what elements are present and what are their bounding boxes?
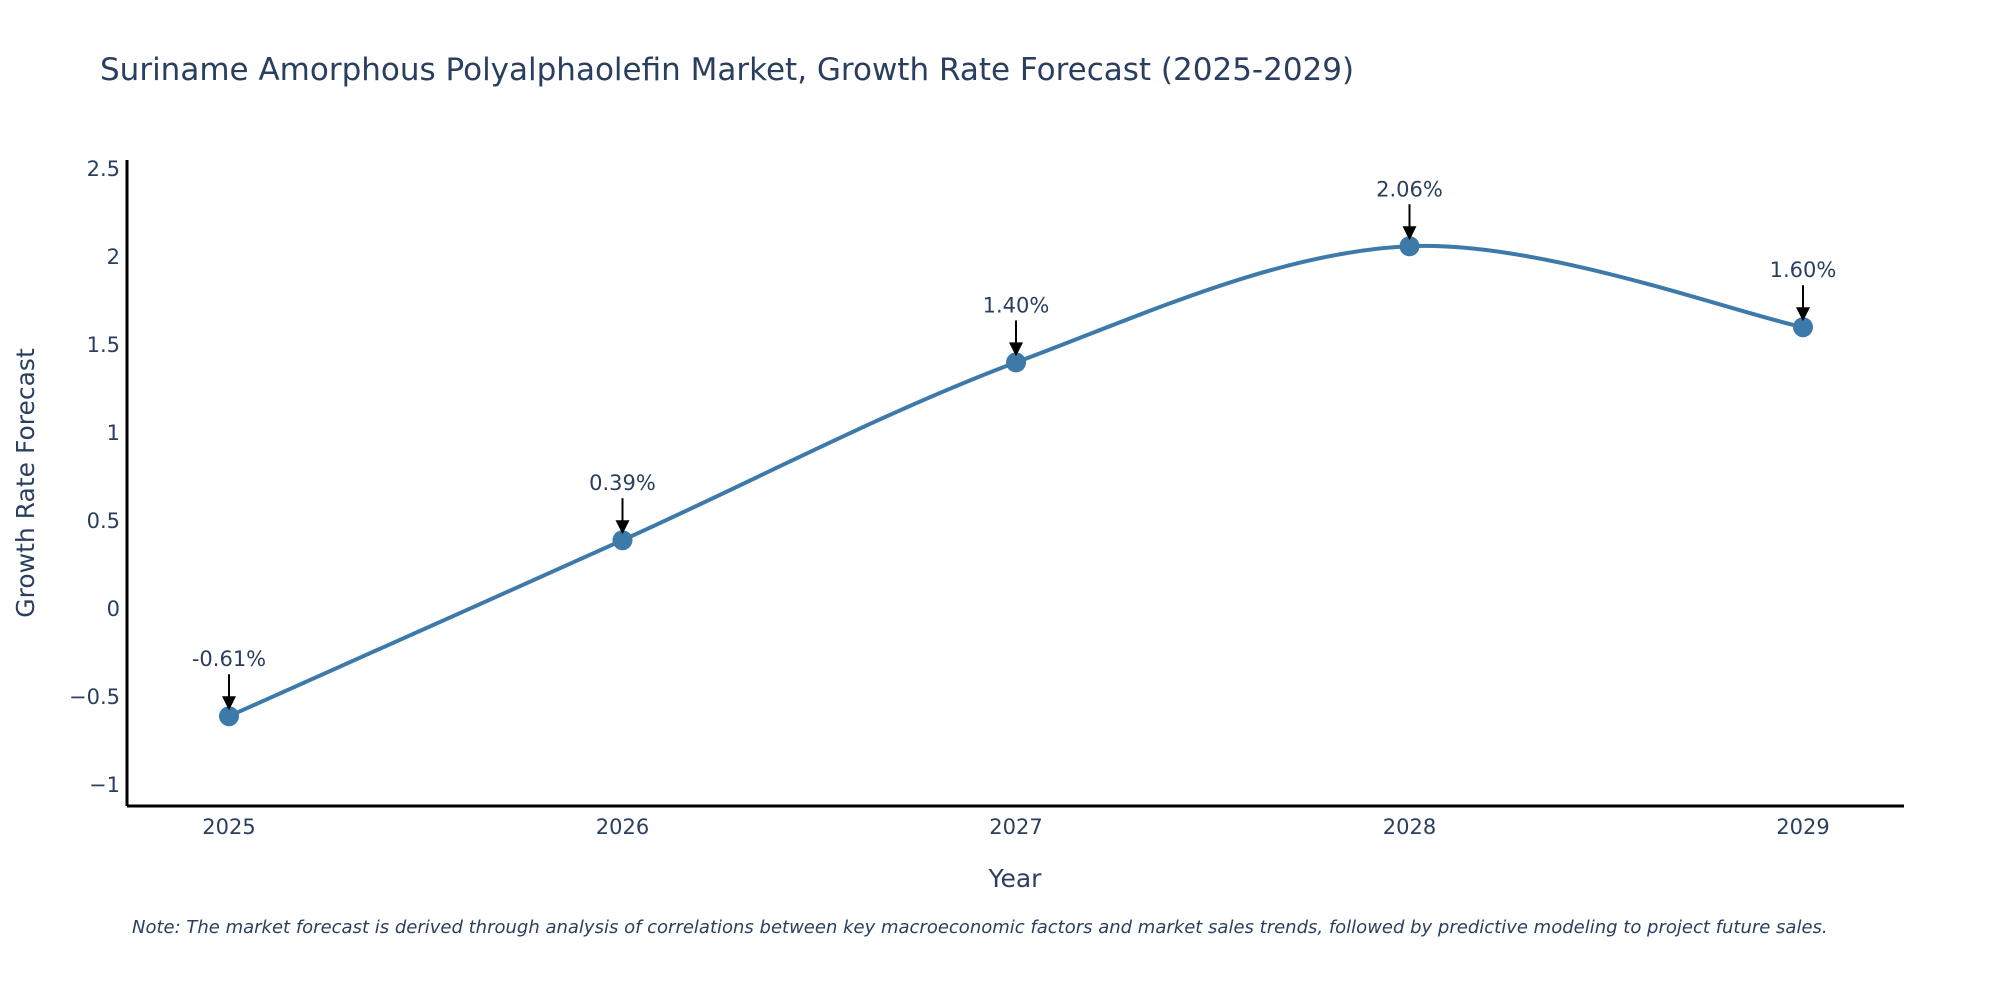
data-annotations: -0.61% 0.39% 1.40% 2.06% 1.60% [192,177,1837,711]
data-markers [219,236,1813,727]
data-label: 0.39% [589,471,656,495]
y-tick-label: 0.5 [87,509,120,533]
x-tick-label: 2026 [596,815,649,839]
y-tick-label: −1 [89,773,120,797]
annotation-arrow-head [222,696,236,711]
footnote: Note: The market forecast is derived thr… [132,917,1828,938]
y-tick-label: −0.5 [69,685,120,709]
y-tick-label: 1 [107,421,120,445]
y-tick-label: 2.5 [87,157,120,181]
data-label: -0.61% [192,647,266,671]
data-label: 1.60% [1770,258,1837,282]
y-tick-label: 2 [107,245,120,269]
data-point [1399,236,1420,257]
x-tick-label: 2028 [1383,815,1436,839]
data-point [612,530,633,551]
x-tick-label: 2025 [202,815,255,839]
annotation-arrow-head [1796,307,1810,322]
annotation-arrow-head [1009,342,1023,357]
x-axis-title: Year [988,864,1043,893]
y-axis-title: Growth Rate Forecast [11,348,40,618]
x-tick-label: 2027 [989,815,1042,839]
y-axis-ticks: −1 −0.5 0 0.5 1 1.5 2 2.5 [69,157,120,797]
data-point [1006,352,1026,373]
y-tick-label: 1.5 [87,333,120,357]
data-point [1793,317,1813,338]
annotation-arrow-head [615,520,630,535]
annotation-arrow-head [1402,226,1417,241]
data-label: 2.06% [1376,177,1443,201]
x-tick-label: 2029 [1776,815,1829,839]
data-label: 1.40% [983,293,1050,317]
data-point [219,706,239,727]
chart-title: Suriname Amorphous Polyalphaolefin Marke… [100,52,1354,88]
y-tick-label: 0 [107,597,120,621]
x-axis-ticks: 2025 2026 2027 2028 2029 [202,815,1829,839]
